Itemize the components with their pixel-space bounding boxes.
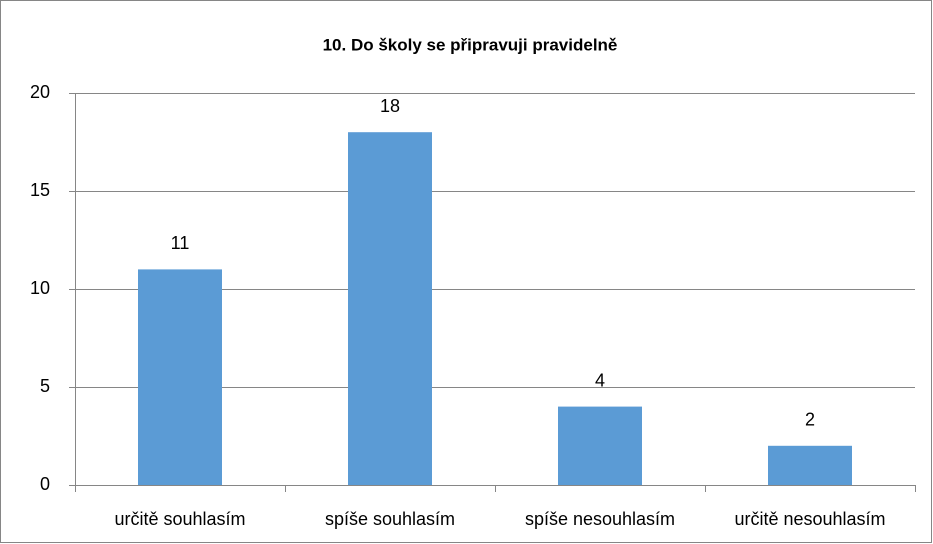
x-tick-label: určitě nesouhlasím [734,509,885,529]
y-tick-label: 10 [30,278,50,298]
bar [138,269,222,485]
data-label: 2 [805,410,815,430]
bar [348,132,432,485]
bar [768,445,852,485]
data-label: 18 [380,96,400,116]
y-tick-label: 15 [30,180,50,200]
x-tick-label: spíše nesouhlasím [525,509,675,529]
y-tick-label: 20 [30,82,50,102]
y-tick-label: 0 [40,474,50,494]
bar [558,406,642,485]
x-tick-label: určitě souhlasím [114,509,245,529]
data-label: 4 [595,370,605,390]
data-label: 11 [171,233,190,253]
x-tick-label: spíše souhlasím [325,509,455,529]
y-tick-label: 5 [40,376,50,396]
chart-title: 10. Do školy se připravuji pravidelně [323,35,618,54]
